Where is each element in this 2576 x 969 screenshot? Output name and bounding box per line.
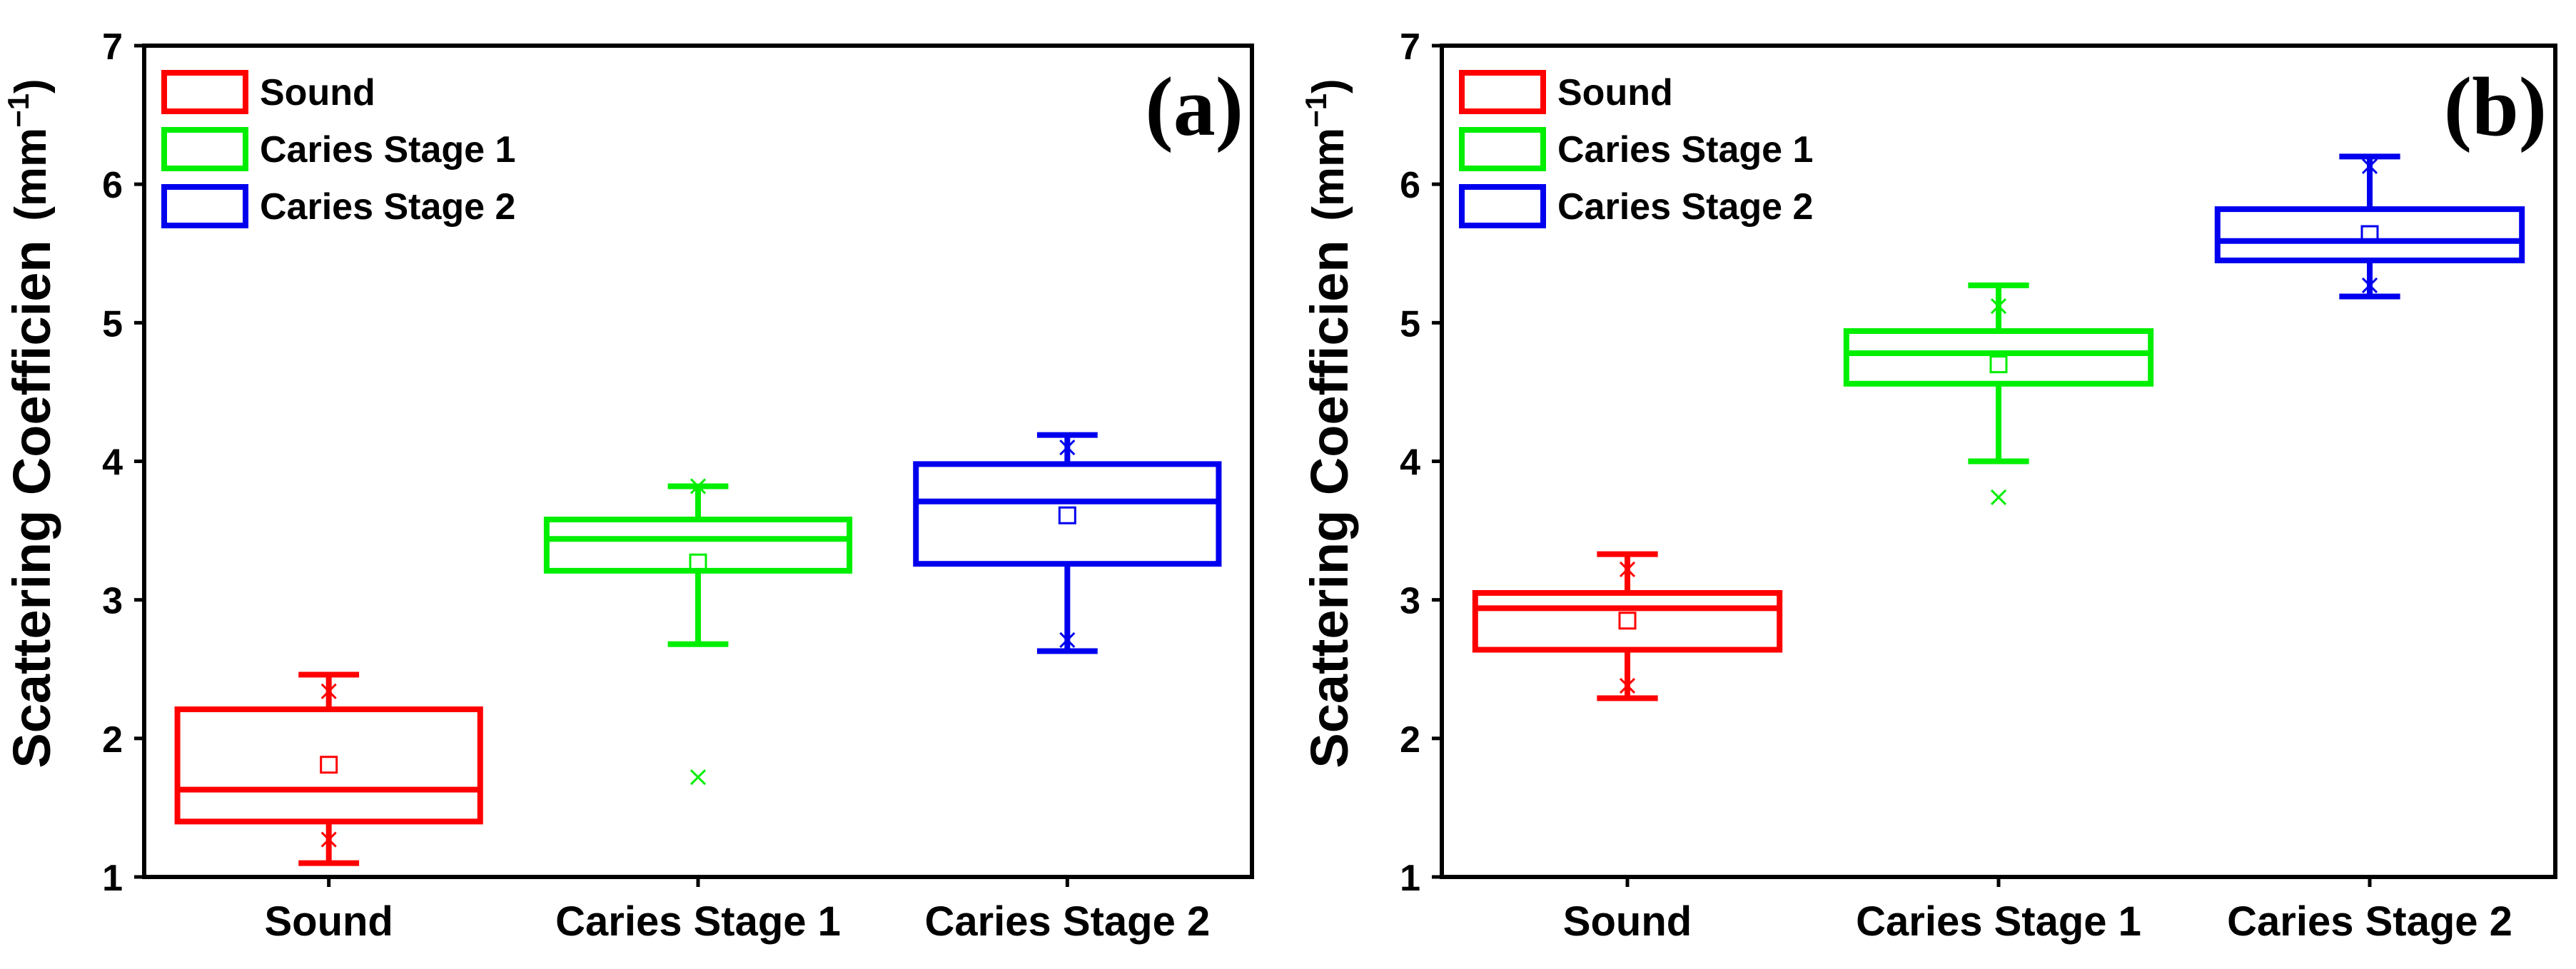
min-marker xyxy=(320,831,337,848)
y-tick-label: 4 xyxy=(1400,442,1420,484)
mean-marker xyxy=(2360,225,2379,243)
mean-marker xyxy=(689,553,707,572)
x-category-label: Caries Stage 1 xyxy=(1856,898,2141,945)
legend-swatch xyxy=(1459,127,1546,171)
panel-letter: (a) xyxy=(1145,60,1243,153)
mean-marker xyxy=(1618,612,1637,630)
y-axis-unit-prefix: (mm xyxy=(1304,128,1353,221)
box-caries-stage-1 xyxy=(1843,282,2154,506)
y-axis-title: Scattering Coefficien xyxy=(2,240,61,768)
y-tick-label: 5 xyxy=(102,303,123,345)
iqr-box xyxy=(2214,206,2525,263)
y-axis-unit-exponent: −1 xyxy=(1,93,35,128)
legend-label: Caries Stage 1 xyxy=(1557,129,1813,171)
legend-swatch xyxy=(161,127,248,171)
panel-b: 1 2 3 4 5 6 7 Sound Caries Stage 1 Caries Stage 2… xyxy=(1299,26,2557,945)
min-marker xyxy=(2361,277,2378,293)
iqr-box xyxy=(1472,589,1783,653)
box-caries-stage-1 xyxy=(543,478,853,786)
x-category-label: Caries Stage 1 xyxy=(555,898,841,945)
min-marker xyxy=(1619,677,1636,694)
mean-marker xyxy=(1989,355,2008,374)
y-tick-label: 6 xyxy=(102,165,123,206)
legend: Sound Caries Stage 1 Caries Stage 2 xyxy=(161,70,515,228)
max-marker xyxy=(1059,440,1076,456)
max-marker xyxy=(1990,298,2007,315)
plot-frame xyxy=(1440,44,2557,879)
y-tick-label: 4 xyxy=(102,442,123,484)
legend-swatch xyxy=(1459,70,1546,114)
plot-frame xyxy=(142,44,1254,879)
y-axis-unit-suffix: ) xyxy=(1304,78,1353,93)
mean-marker xyxy=(320,756,338,774)
legend-label: Sound xyxy=(1557,72,1673,113)
y-tick-label: 3 xyxy=(1400,581,1420,622)
y-tick-label: 7 xyxy=(102,26,123,68)
min-marker xyxy=(1990,489,2007,506)
y-tick-label: 2 xyxy=(1400,719,1420,761)
iqr-box xyxy=(913,461,1222,567)
y-tick-label: 1 xyxy=(1400,858,1420,899)
x-category-label: Sound xyxy=(1563,898,1692,945)
legend-swatch xyxy=(1459,184,1546,228)
y-axis-unit-prefix: (mm xyxy=(6,128,56,221)
box-sound xyxy=(1472,551,1783,701)
y-tick-label: 1 xyxy=(102,858,123,899)
y-tick-label: 6 xyxy=(1400,165,1420,206)
max-marker xyxy=(1619,561,1636,578)
min-marker xyxy=(690,769,707,786)
box-sound xyxy=(174,671,483,866)
y-tick-label: 7 xyxy=(1400,26,1420,68)
y-tick-label: 3 xyxy=(102,581,123,622)
max-marker xyxy=(320,683,337,699)
legend-label: Caries Stage 1 xyxy=(260,129,515,171)
iqr-box xyxy=(543,517,853,574)
min-marker xyxy=(1059,631,1076,649)
panel-letter: (b) xyxy=(2444,60,2547,153)
legend-label: Caries Stage 2 xyxy=(1557,186,1813,228)
y-axis-title: Scattering Coefficien xyxy=(1300,240,1359,768)
max-marker xyxy=(690,478,707,494)
y-axis-unit-exponent: −1 xyxy=(1299,93,1333,128)
legend: Sound Caries Stage 1 Caries Stage 2 xyxy=(1459,70,1813,228)
legend-label: Caries Stage 2 xyxy=(260,186,515,228)
legend-swatch xyxy=(161,184,248,228)
y-tick-label: 2 xyxy=(102,719,123,761)
y-axis-unit: (mm−1) xyxy=(1299,78,1353,220)
box-caries-stage-2 xyxy=(913,432,1222,654)
mean-marker xyxy=(1058,506,1076,524)
box-caries-stage-2 xyxy=(2214,153,2525,300)
y-axis-unit: (mm−1) xyxy=(1,78,56,220)
y-axis-unit-suffix: ) xyxy=(6,78,56,93)
x-category-label: Sound xyxy=(264,898,393,945)
legend-swatch xyxy=(161,70,248,114)
legend-label: Sound xyxy=(260,72,375,113)
iqr-box xyxy=(1843,328,2154,387)
max-marker xyxy=(2361,158,2378,174)
x-category-label: Caries Stage 2 xyxy=(924,898,1210,945)
y-tick-label: 5 xyxy=(1400,303,1420,345)
iqr-box xyxy=(174,706,483,825)
x-category-label: Caries Stage 2 xyxy=(2227,898,2512,945)
panel-a: 1 2 3 4 5 6 7 Sound Caries Stage 1 Caries Stage 2… xyxy=(1,26,1254,945)
